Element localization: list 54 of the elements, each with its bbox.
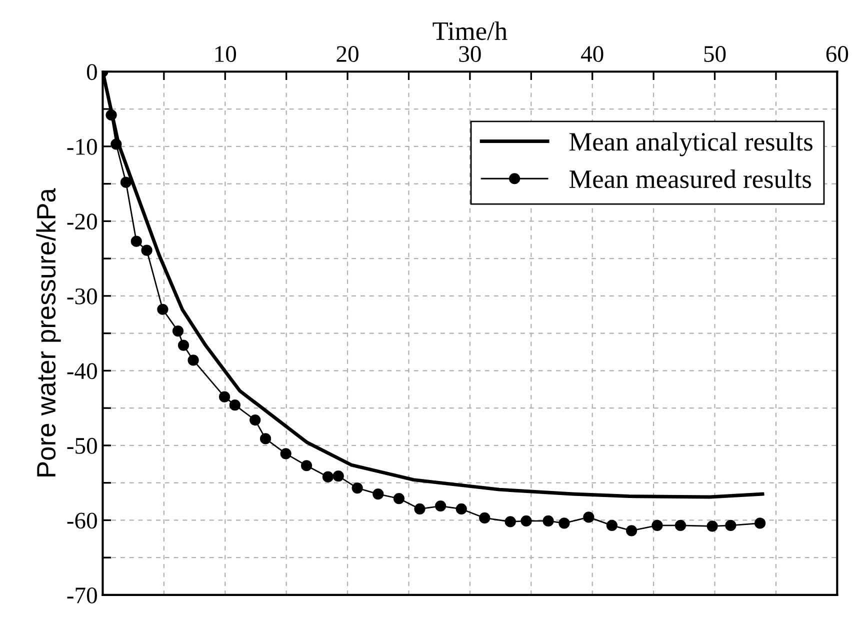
point <box>372 488 384 500</box>
point <box>106 109 117 121</box>
y-tick-label: -40 <box>67 363 97 380</box>
point <box>414 503 426 515</box>
point <box>435 500 446 512</box>
point <box>606 520 618 531</box>
x-tick-label: 30 <box>459 46 481 62</box>
legend-label: Mean measured results <box>569 170 811 188</box>
point <box>141 244 152 256</box>
point <box>393 492 405 504</box>
x-axis-title: Time/h <box>432 22 508 40</box>
point <box>130 236 142 247</box>
point <box>352 482 363 494</box>
point <box>188 354 199 366</box>
point <box>110 138 122 150</box>
point <box>706 520 718 532</box>
point <box>504 516 516 528</box>
x-tick-label: 10 <box>215 46 236 62</box>
point <box>157 304 168 315</box>
y-tick-label: -20 <box>67 214 97 230</box>
point <box>652 520 663 531</box>
y-axis-title: Pore water pressure/kPa <box>36 188 61 476</box>
legend-label: Mean analytical results <box>569 132 812 156</box>
y-tick-label: -50 <box>67 438 97 454</box>
x-tick-label: 50 <box>704 46 726 62</box>
point <box>178 340 190 351</box>
point <box>218 391 230 402</box>
point <box>172 326 184 337</box>
point <box>520 515 532 527</box>
y-tick-label: 0 <box>86 64 97 80</box>
y-tick-label: -30 <box>67 288 97 304</box>
point <box>479 512 490 524</box>
x-tick-label: 40 <box>581 46 604 62</box>
point <box>626 525 638 536</box>
point <box>322 471 334 482</box>
point <box>250 414 261 426</box>
x-tick-label: 60 <box>826 46 848 62</box>
point <box>674 520 686 531</box>
point <box>542 515 554 527</box>
y-tick-label: -10 <box>67 138 97 155</box>
y-tick-label: -60 <box>67 512 97 529</box>
point <box>229 400 240 411</box>
x-tick-label: 20 <box>336 46 358 62</box>
y-tick-label: -70 <box>67 587 97 604</box>
point <box>280 448 292 460</box>
point <box>456 503 467 515</box>
point <box>332 470 344 482</box>
point <box>300 460 312 472</box>
point <box>754 518 766 529</box>
point <box>583 512 594 523</box>
point <box>558 518 570 529</box>
point <box>260 433 272 444</box>
point <box>120 176 132 188</box>
point <box>725 520 736 531</box>
